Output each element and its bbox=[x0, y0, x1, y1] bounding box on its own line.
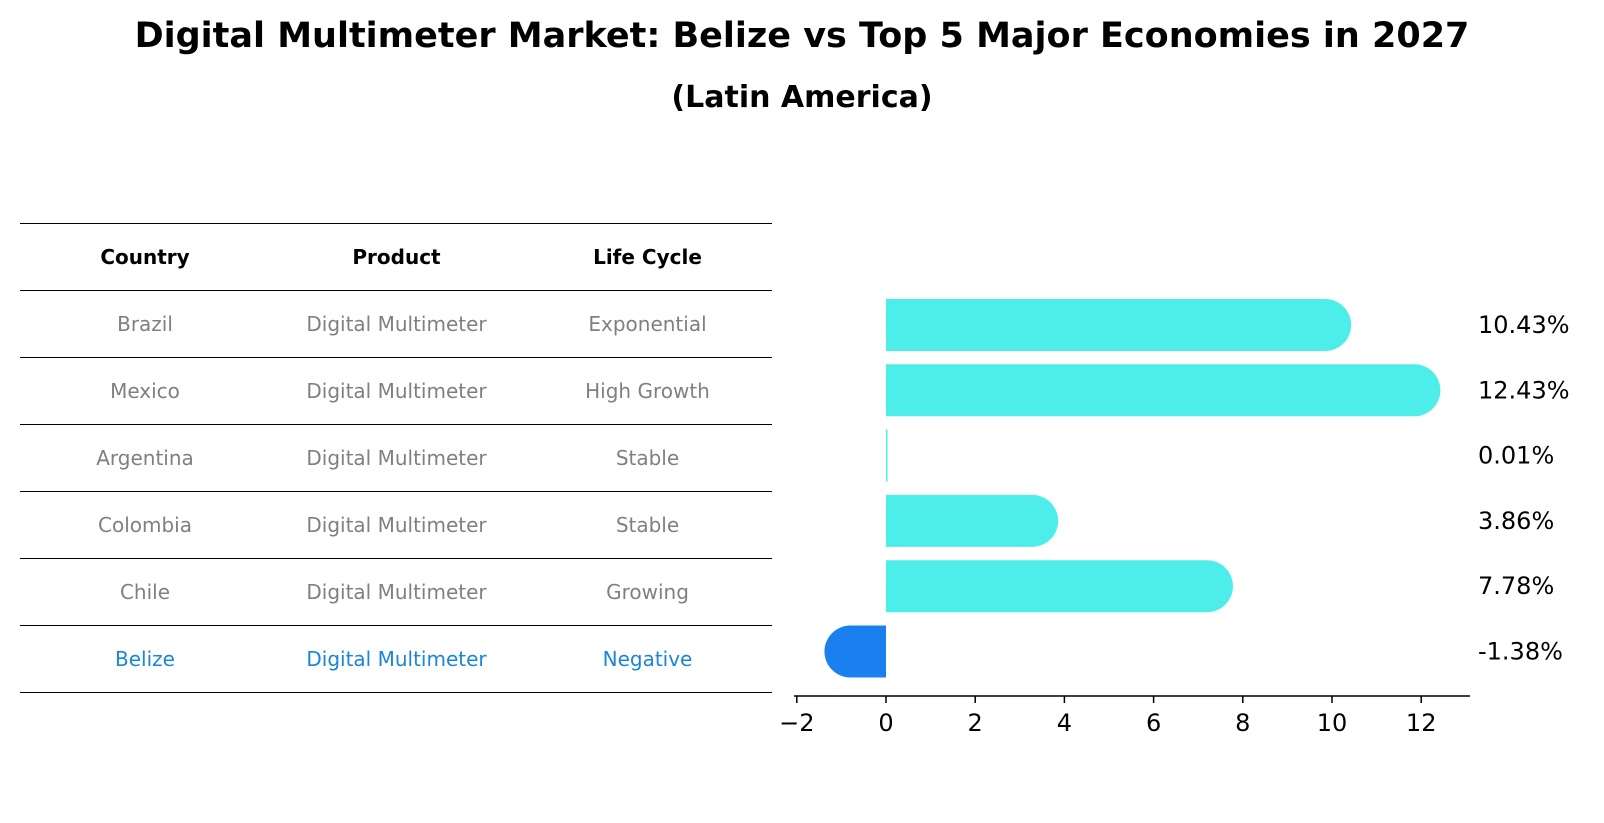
cell-product: Digital Multimeter bbox=[306, 379, 487, 403]
table-row: Mexico Digital Multimeter High Growth bbox=[20, 358, 772, 425]
cell-country: Mexico bbox=[110, 379, 180, 403]
header-life-cycle: Life Cycle bbox=[593, 245, 702, 269]
cell-life-cycle: Exponential bbox=[588, 312, 707, 336]
x-tick-label: 8 bbox=[1235, 709, 1250, 737]
cell-life-cycle: Growing bbox=[606, 580, 689, 604]
cell-country: Colombia bbox=[98, 513, 192, 537]
cell-life-cycle: Negative bbox=[602, 647, 693, 671]
cell-life-cycle: High Growth bbox=[585, 379, 710, 403]
chart-subtitle: (Latin America) bbox=[671, 80, 933, 115]
bar bbox=[886, 299, 1352, 351]
x-tick-label: 10 bbox=[1317, 709, 1348, 737]
table-header-row: Country Product Life Cycle bbox=[20, 223, 772, 291]
bar bbox=[886, 429, 888, 482]
bar bbox=[886, 494, 1059, 547]
bar-value-label: -1.38% bbox=[1478, 638, 1563, 666]
cell-country: Chile bbox=[119, 580, 171, 604]
header-product: Product bbox=[352, 245, 441, 269]
cell-life-cycle: Stable bbox=[615, 513, 680, 537]
table-row: Chile Digital Multimeter Growing bbox=[20, 559, 772, 626]
country-table: Country Product Life Cycle Brazil Digita… bbox=[20, 223, 772, 693]
bar-highlight bbox=[824, 625, 886, 678]
cell-product: Digital Multimeter bbox=[306, 513, 487, 537]
bar-value-label: 3.86% bbox=[1478, 507, 1554, 535]
x-tick-label: 0 bbox=[878, 709, 893, 737]
bar-value-label: 7.78% bbox=[1478, 572, 1554, 600]
table-row: Brazil Digital Multimeter Exponential bbox=[20, 291, 772, 358]
header-country: Country bbox=[100, 245, 190, 269]
x-tick-label: 6 bbox=[1146, 709, 1161, 737]
x-tick-label: −2 bbox=[779, 709, 814, 737]
cell-country: Brazil bbox=[117, 312, 173, 336]
table-row: Argentina Digital Multimeter Stable bbox=[20, 425, 772, 492]
chart-title: Digital Multimeter Market: Belize vs Top… bbox=[134, 16, 1470, 56]
bar-value-label: 12.43% bbox=[1478, 376, 1570, 404]
bar-value-label: 10.43% bbox=[1478, 311, 1570, 339]
table-row-highlight: Belize Digital Multimeter Negative bbox=[20, 626, 772, 693]
cell-product: Digital Multimeter bbox=[306, 312, 487, 336]
bar-value-label: 0.01% bbox=[1478, 442, 1554, 470]
x-tick-label: 4 bbox=[1057, 709, 1072, 737]
cell-country: Belize bbox=[115, 647, 175, 671]
x-tick-label: 12 bbox=[1406, 709, 1437, 737]
bar bbox=[886, 560, 1233, 613]
cell-life-cycle: Stable bbox=[615, 446, 680, 470]
table-row: Colombia Digital Multimeter Stable bbox=[20, 492, 772, 559]
cell-product: Digital Multimeter bbox=[306, 647, 487, 671]
cell-product: Digital Multimeter bbox=[306, 580, 487, 604]
cell-country: Argentina bbox=[96, 446, 194, 470]
bar bbox=[886, 364, 1441, 417]
x-tick-label: 2 bbox=[968, 709, 983, 737]
cell-product: Digital Multimeter bbox=[306, 446, 487, 470]
